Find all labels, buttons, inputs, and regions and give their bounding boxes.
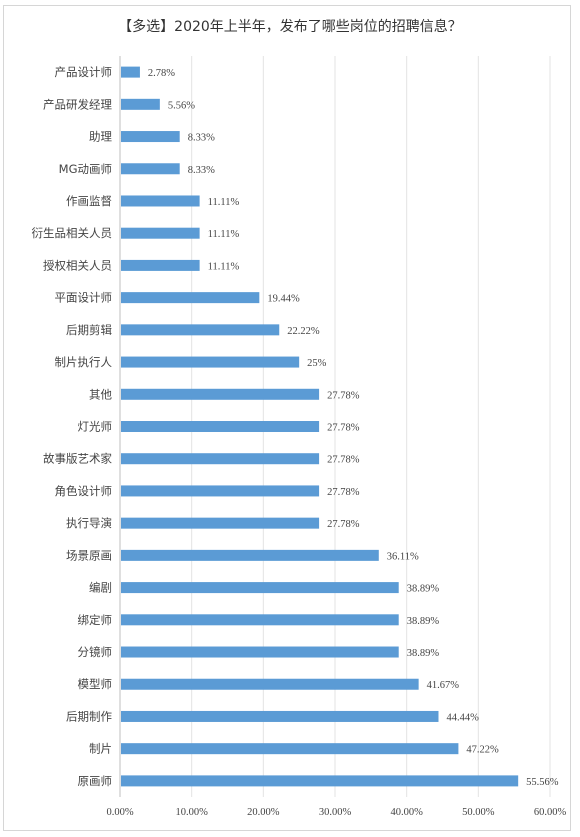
data-label: 27.78% <box>327 519 360 530</box>
data-label: 27.78% <box>327 390 360 401</box>
category-label: 作画监督 <box>66 194 112 208</box>
data-label: 27.78% <box>327 487 360 498</box>
category-label: 后期制作 <box>66 709 112 723</box>
bar <box>121 485 320 497</box>
chart-frame <box>3 5 571 831</box>
bar <box>121 549 379 561</box>
x-tick-label: 40.00% <box>390 807 423 818</box>
bar <box>121 421 320 432</box>
x-tick-label: 0.00% <box>106 807 133 818</box>
bar <box>121 453 320 465</box>
category-label: 制片执行人 <box>55 355 113 369</box>
data-label: 22.22% <box>287 326 320 337</box>
category-label: 分镜师 <box>78 645 113 659</box>
data-label: 47.22% <box>466 745 499 756</box>
x-tick-label: 60.00% <box>534 807 567 818</box>
x-tick-label: 20.00% <box>247 807 280 818</box>
bar <box>121 614 399 626</box>
category-label: 其他 <box>89 387 112 401</box>
category-label: 绑定师 <box>78 613 113 627</box>
category-label: 产品研发经理 <box>43 97 112 111</box>
bar <box>121 646 399 658</box>
bar <box>121 227 200 239</box>
chart-title: 【多选】2020年上半年，发布了哪些岗位的招聘信息？ <box>118 19 462 35</box>
bar <box>121 517 320 529</box>
x-tick-label: 50.00% <box>462 807 495 818</box>
category-label: 角色设计师 <box>55 484 113 498</box>
category-label: 平面设计师 <box>55 291 113 305</box>
bar <box>121 324 280 336</box>
data-label: 27.78% <box>327 455 360 466</box>
data-label: 38.89% <box>407 648 440 659</box>
bar <box>121 775 519 787</box>
bar <box>121 710 439 722</box>
data-label: 2.78% <box>148 68 175 79</box>
data-label: 36.11% <box>387 551 419 562</box>
data-label: 44.44% <box>446 712 479 723</box>
data-label: 11.11% <box>208 197 240 208</box>
category-label: 原画师 <box>78 774 113 788</box>
bar <box>121 743 459 755</box>
bar <box>121 259 200 271</box>
data-label: 55.56% <box>526 777 559 788</box>
data-label: 27.78% <box>327 423 360 434</box>
bar <box>121 98 160 110</box>
bar <box>121 131 180 143</box>
category-label: 编剧 <box>89 581 112 595</box>
bar <box>121 195 200 207</box>
bar <box>121 66 140 78</box>
category-label: 后期剪辑 <box>66 323 112 337</box>
bar <box>121 356 300 368</box>
bar <box>121 292 260 304</box>
data-label: 8.33% <box>188 165 215 176</box>
bar <box>121 582 399 594</box>
data-label: 41.67% <box>427 680 460 691</box>
data-label: 19.44% <box>267 294 300 305</box>
data-label: 11.11% <box>208 261 240 272</box>
bar <box>121 678 419 690</box>
bar <box>121 163 180 175</box>
category-label: MG动画师 <box>59 162 112 176</box>
category-label: 故事版艺术家 <box>43 452 112 466</box>
data-label: 5.56% <box>168 100 195 111</box>
data-label: 38.89% <box>407 584 440 595</box>
bar <box>121 388 320 400</box>
category-label: 模型师 <box>78 677 113 691</box>
category-label: 制片 <box>89 742 112 756</box>
data-label: 8.33% <box>188 133 215 144</box>
category-label: 场景原画 <box>66 548 112 562</box>
data-label: 25% <box>307 358 327 369</box>
category-label: 衍生品相关人员 <box>32 226 113 240</box>
x-tick-label: 30.00% <box>319 807 352 818</box>
category-label: 灯光师 <box>78 420 113 434</box>
data-label: 11.11% <box>208 229 240 240</box>
category-label: 助理 <box>89 130 112 144</box>
data-label: 38.89% <box>407 616 440 627</box>
x-tick-label: 10.00% <box>175 807 208 818</box>
category-label: 执行导演 <box>66 516 112 530</box>
category-label: 授权相关人员 <box>43 258 112 272</box>
category-label: 产品设计师 <box>55 65 113 79</box>
